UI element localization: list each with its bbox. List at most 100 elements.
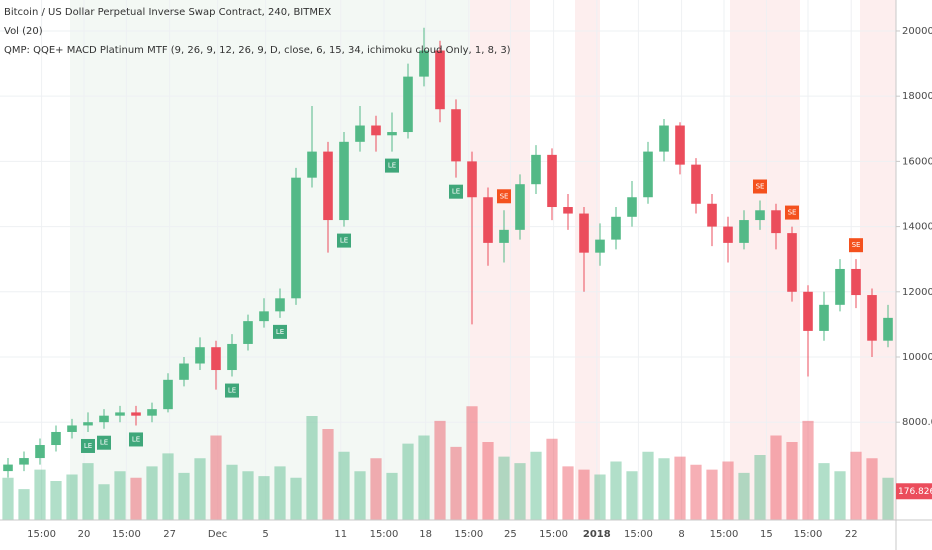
volume-last-bg [896,483,932,500]
volume-bar [546,438,558,520]
candle-body [675,125,685,165]
signal-label: LE [388,162,396,170]
signal-marker [385,158,399,173]
x-tick-label: 15:00 [794,529,823,540]
volume-bar [306,416,318,520]
volume-bar [562,466,574,520]
volume-bar [434,420,446,520]
candle-body [467,161,477,198]
x-tick-label: 18 [419,529,432,540]
candle-body [35,445,45,459]
bg-zone-red [470,0,530,520]
x-tick-label: 15:00 [112,529,141,540]
volume-bar [146,466,158,520]
candle-body [83,422,93,426]
volume-bar [658,458,670,520]
candle-body [387,132,397,136]
x-tick-label: 15:00 [539,529,568,540]
candle-body [227,343,237,371]
volume-bar [834,471,846,520]
volume-bar [770,435,782,520]
x-tick-label: 20 [78,529,91,540]
volume-bar [866,458,878,520]
candle-body [99,415,109,423]
volume-title: Vol (20) [4,26,43,37]
volume-bar [802,420,814,520]
y-tick-label: 20000.0 [902,26,932,37]
x-tick-label: 22 [845,529,858,540]
candle-body [515,184,525,230]
candle-body [659,125,669,152]
signal-marker [81,438,95,453]
signal-marker [849,238,863,253]
volume-bar [450,446,462,520]
indicator-title: QMP: QQE+ MACD Platinum MTF (9, 26, 9, 1… [4,45,511,56]
volume-bar [210,435,222,520]
signal-label: SE [756,183,765,191]
volume-bar [130,477,142,520]
candle-body [435,50,445,110]
candle-body [19,458,29,465]
candle-body [195,347,205,364]
chart-title: Bitcoin / US Dollar Perpetual Inverse Sw… [4,7,331,18]
volume-bar [2,477,14,520]
signal-label: LE [132,435,140,443]
candle-body [643,151,653,198]
volume-bar [626,471,638,520]
x-tick-label: 5 [262,529,268,540]
candle-body [51,431,61,446]
candle-body [707,203,717,227]
signal-label: SE [500,192,509,200]
signal-label: LE [100,439,108,447]
bg-zone-red [860,0,896,520]
x-tick-label: 15:00 [370,529,399,540]
volume-bar [66,474,78,520]
volume-bar [402,443,414,520]
volume-last-label: 176.826M [898,487,932,497]
volume-bar [18,489,30,520]
volume-bar [162,453,174,520]
volume-bar [98,484,110,520]
volume-bar [338,451,350,520]
candle-body [179,363,189,380]
volume-bar [690,464,702,520]
candle-body [835,268,845,305]
candle-body [867,295,877,341]
candle-body [771,210,781,234]
candle-body [531,154,541,185]
plot: LE LE LE LE LE LE LE LE SE SE SE SE [0,0,896,520]
candle-body [819,304,829,331]
volume-bar [786,442,798,520]
candle-body [211,347,221,371]
volume-bar [226,464,238,520]
volume-bar [674,456,686,520]
x-tick-label: 15:00 [454,529,483,540]
volume-bar [482,442,494,520]
volume-bar [594,474,606,520]
signal-marker [785,205,799,220]
candle-body [419,50,429,77]
y-tick-label: 16000.0 [902,156,932,167]
volume-bar [274,466,286,520]
signal-marker [97,435,111,450]
volume-bar [82,463,94,520]
signal-label: SE [852,241,861,249]
candle-body [307,151,317,178]
candle-body [451,109,461,162]
candle-body [115,412,125,416]
x-tick-label: 25 [504,529,517,540]
candle-body [147,409,157,416]
signal-marker [337,233,351,248]
volume-bar [818,463,830,520]
candle-body [371,125,381,136]
volume-bar [418,435,430,520]
candle-body [243,321,253,344]
volume-bar [722,461,734,520]
volume-bar [386,472,398,520]
candle-body [883,317,893,341]
candle-body [787,233,797,292]
signal-marker [497,189,511,204]
candle-body [611,216,621,240]
volume-bar [850,451,862,520]
volume-bar [370,458,382,520]
